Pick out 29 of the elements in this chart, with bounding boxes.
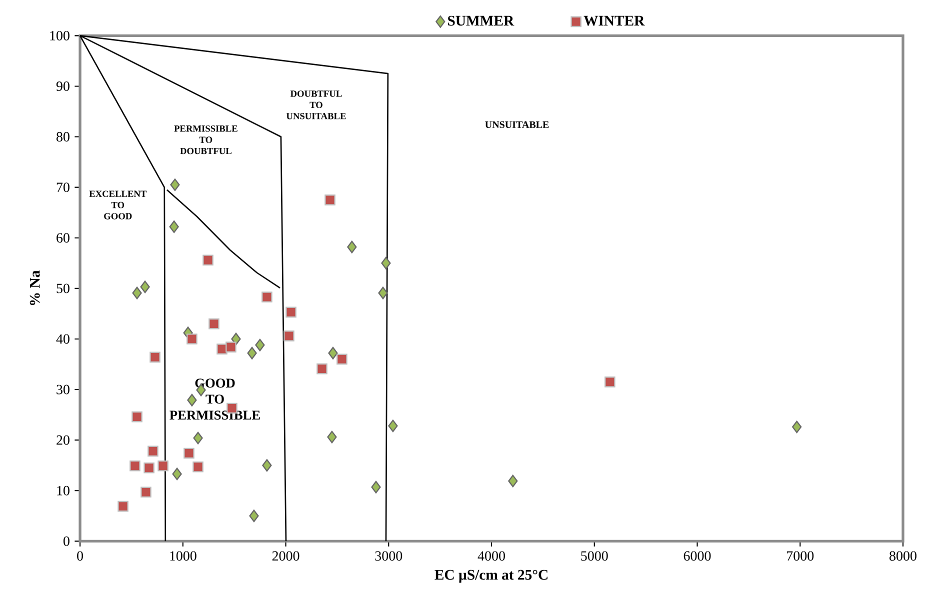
y-tick-label: 10: [57, 486, 70, 496]
y-tick-label: 20: [56, 435, 70, 445]
x-tick-label: 5000: [581, 551, 608, 561]
x-tick-label: 1000: [170, 551, 196, 561]
annotation: PERMISSIBLE TO DOUBTFUL: [174, 125, 238, 154]
y-tick-label: 90: [56, 81, 70, 91]
annotation: GOOD TO PERMISSIBLE: [170, 378, 260, 420]
y-tick-label: 100: [50, 30, 70, 40]
legend-label: SUMMER: [448, 16, 514, 26]
y-tick-label: 50: [56, 284, 70, 294]
x-tick-label: 0: [77, 551, 83, 561]
y-tick-label: 40: [56, 334, 70, 344]
y-tick-label: 0: [64, 536, 70, 546]
x-tick-label: 3000: [375, 551, 402, 561]
y-tick-label: 30: [56, 384, 70, 394]
annotation: EXCELLENT TO GOOD: [89, 190, 147, 220]
annotation: UNSUITABLE: [485, 121, 549, 128]
y-tick-label: 60: [56, 233, 70, 243]
x-tick-label: 6000: [684, 551, 711, 561]
legend-label: WINTER: [584, 16, 645, 26]
y-tick-label: 80: [56, 132, 70, 142]
annotation: DOUBTFUL TO UNSUITABLE: [286, 90, 346, 120]
y-tick-label: 70: [56, 182, 70, 192]
x-tick-label: 4000: [478, 551, 505, 561]
x-tick-label: 2000: [272, 551, 300, 561]
x-tick-label: 8000: [890, 551, 916, 561]
y-axis-title: % Na: [30, 270, 40, 305]
x-axis-title: EC µS/cm at 25°C: [434, 570, 548, 583]
x-tick-label: 7000: [787, 551, 814, 561]
